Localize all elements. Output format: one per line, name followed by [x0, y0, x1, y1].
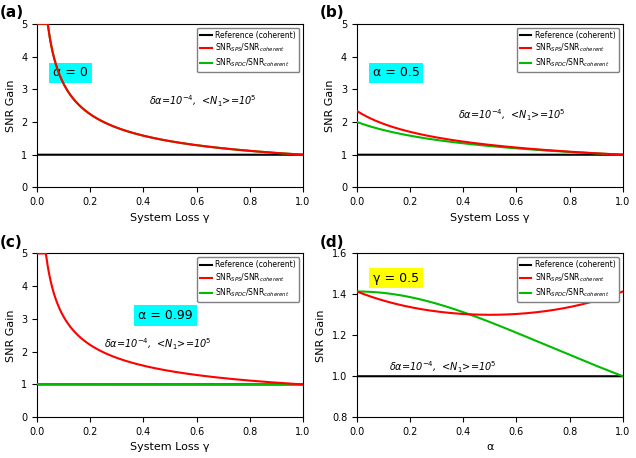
Text: (b): (b)	[320, 5, 344, 21]
X-axis label: System Loss γ: System Loss γ	[130, 442, 210, 453]
Text: $\delta\alpha$=10$^{-4}$,  <N$_1$>=10$^5$: $\delta\alpha$=10$^{-4}$, <N$_1$>=10$^5$	[389, 360, 496, 375]
Y-axis label: SNR Gain: SNR Gain	[326, 79, 335, 132]
Legend: Reference (coherent), SNR$_{SPS}$/SNR$_{coherent}$, SNR$_{SPDC}$/SNR$_{coherent}: Reference (coherent), SNR$_{SPS}$/SNR$_{…	[517, 27, 619, 72]
Y-axis label: SNR Gain: SNR Gain	[6, 309, 15, 361]
Text: $\delta\alpha$=10$^{-4}$,  <N$_1$>=10$^5$: $\delta\alpha$=10$^{-4}$, <N$_1$>=10$^5$	[458, 107, 565, 122]
Text: α = 0: α = 0	[53, 66, 88, 79]
X-axis label: System Loss γ: System Loss γ	[130, 213, 210, 223]
Legend: Reference (coherent), SNR$_{SPS}$/SNR$_{coherent}$, SNR$_{SPDC}$/SNR$_{coherent}: Reference (coherent), SNR$_{SPS}$/SNR$_{…	[197, 257, 299, 302]
X-axis label: α: α	[486, 442, 494, 453]
Text: (c): (c)	[0, 235, 23, 250]
X-axis label: System Loss γ: System Loss γ	[450, 213, 530, 223]
Text: α = 0.5: α = 0.5	[373, 66, 420, 79]
Text: $\delta\alpha$=10$^{-4}$,  <N$_1$>=10$^5$: $\delta\alpha$=10$^{-4}$, <N$_1$>=10$^5$	[104, 337, 211, 352]
Text: α = 0.99: α = 0.99	[138, 309, 193, 322]
Legend: Reference (coherent), SNR$_{SPS}$/SNR$_{coherent}$, SNR$_{SPDC}$/SNR$_{coherent}: Reference (coherent), SNR$_{SPS}$/SNR$_{…	[197, 27, 299, 72]
Y-axis label: SNR Gain: SNR Gain	[6, 79, 15, 132]
Text: (d): (d)	[320, 235, 344, 250]
Text: (a): (a)	[0, 5, 24, 21]
Text: γ = 0.5: γ = 0.5	[373, 272, 419, 284]
Y-axis label: SNR Gain: SNR Gain	[316, 309, 326, 361]
Legend: Reference (coherent), SNR$_{SPS}$/SNR$_{coherent}$, SNR$_{SPDC}$/SNR$_{coherent}: Reference (coherent), SNR$_{SPS}$/SNR$_{…	[517, 257, 619, 302]
Text: $\delta\alpha$=10$^{-4}$,  <N$_1$>=10$^5$: $\delta\alpha$=10$^{-4}$, <N$_1$>=10$^5$	[149, 94, 256, 109]
